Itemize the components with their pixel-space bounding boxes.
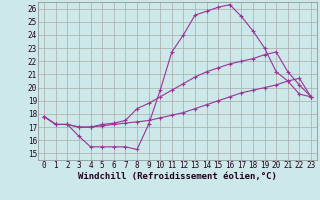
X-axis label: Windchill (Refroidissement éolien,°C): Windchill (Refroidissement éolien,°C) [78,172,277,181]
